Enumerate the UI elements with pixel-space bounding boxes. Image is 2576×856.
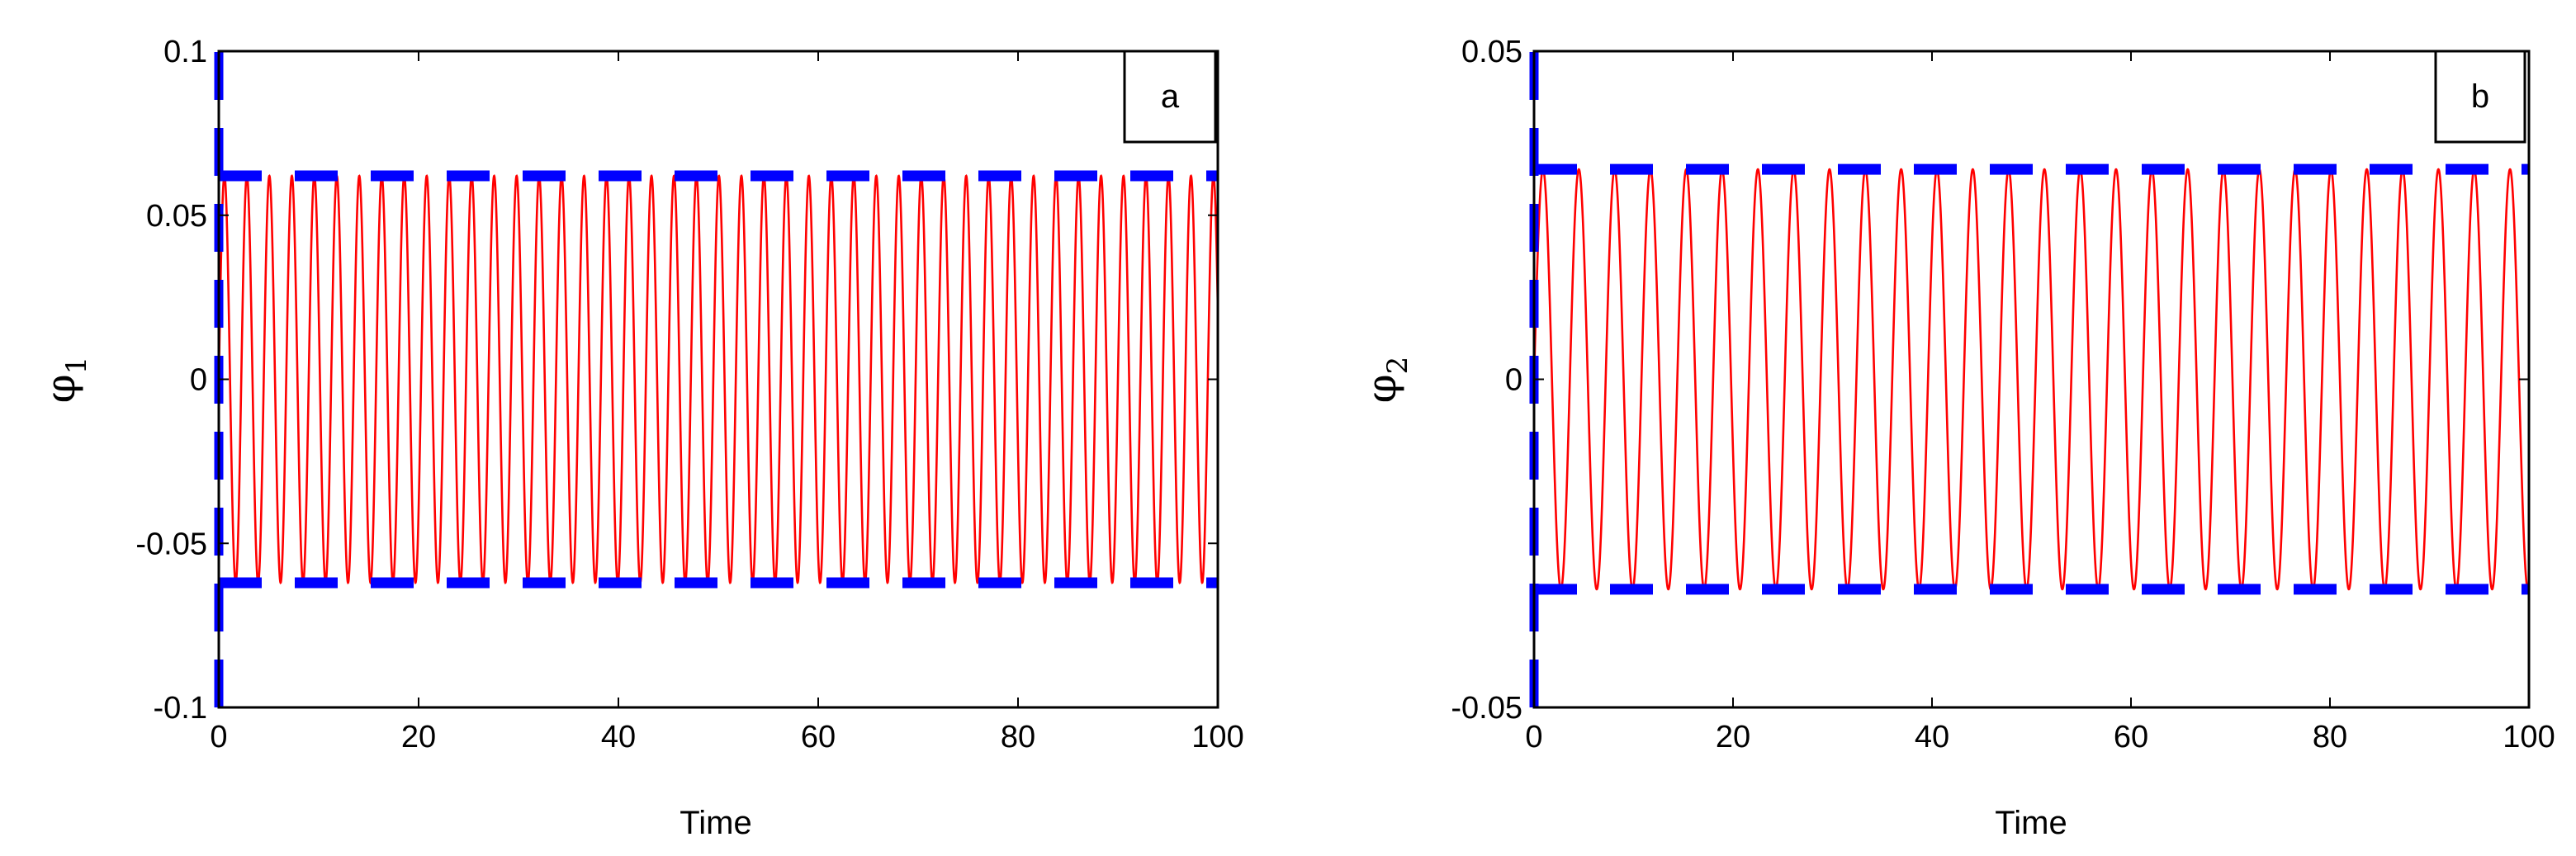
panel-b-label: b (2471, 78, 2489, 115)
panel-b-frame (1532, 50, 2531, 709)
panel-a-xtick-label: 0 (210, 720, 227, 754)
panel-b-ytick-label: -0.05 (1451, 691, 1522, 726)
panel-b-xtick-label: 60 (2114, 720, 2148, 754)
panel-a-ytick-label: 0 (190, 363, 207, 398)
panel-b-ylabel-subscript: 2 (1381, 357, 1414, 375)
panel-b-label-box (2434, 50, 2526, 144)
panel-a-signal-line (217, 174, 1219, 584)
panel-a-label-box (1123, 50, 1217, 144)
panel-a-label: a (1161, 78, 1180, 115)
panel-a-xtick-label: 100 (1191, 720, 1243, 754)
panel-a-ytick-label: -0.05 (135, 527, 207, 561)
panel-a-ylabel-symbol: φ (36, 374, 84, 403)
panel-a-ytick-label: 0.05 (146, 199, 207, 234)
panel-b-signal-line (1532, 168, 2531, 591)
panel-a-plot-area: 0 20 40 60 80 100 -0.1 -0.05 0 0.05 0.1 (135, 35, 1243, 754)
panel-b-xtick-label: 100 (2503, 720, 2555, 754)
panel-a-xtick-label: 20 (401, 720, 436, 754)
panel-b-xlabel: Time (1995, 805, 2067, 841)
panel-b-ylabel: φ2 (1357, 357, 1414, 404)
panel-a: 0 20 40 60 80 100 -0.1 -0.05 0 0.05 0.1 Time φ1 a (36, 35, 1244, 841)
panel-b-xtick-label: 20 (1716, 720, 1750, 754)
panel-a-xtick-label: 60 (801, 720, 836, 754)
panel-a-ylabel-subscript: 1 (60, 357, 93, 375)
panel-a-xlabel: Time (680, 805, 751, 841)
panel-a-ylabel: φ1 (36, 357, 93, 404)
panel-a-ytick-label: 0.1 (163, 35, 207, 69)
panel-a-ytick-label: -0.1 (154, 691, 207, 726)
panel-a-frame (217, 50, 1219, 709)
panel-b-xtick-label: 0 (1525, 720, 1542, 754)
panel-b-ylabel-symbol: φ (1357, 374, 1405, 403)
panel-a-xtick-label: 40 (601, 720, 636, 754)
panel-a-xtick-label: 80 (1001, 720, 1035, 754)
panel-b-ytick-label: 0 (1505, 363, 1522, 398)
panel-b-xtick-label: 80 (2313, 720, 2347, 754)
panel-b-xtick-label: 40 (1915, 720, 1949, 754)
panel-b-ytick-label: 0.05 (1461, 35, 1522, 69)
